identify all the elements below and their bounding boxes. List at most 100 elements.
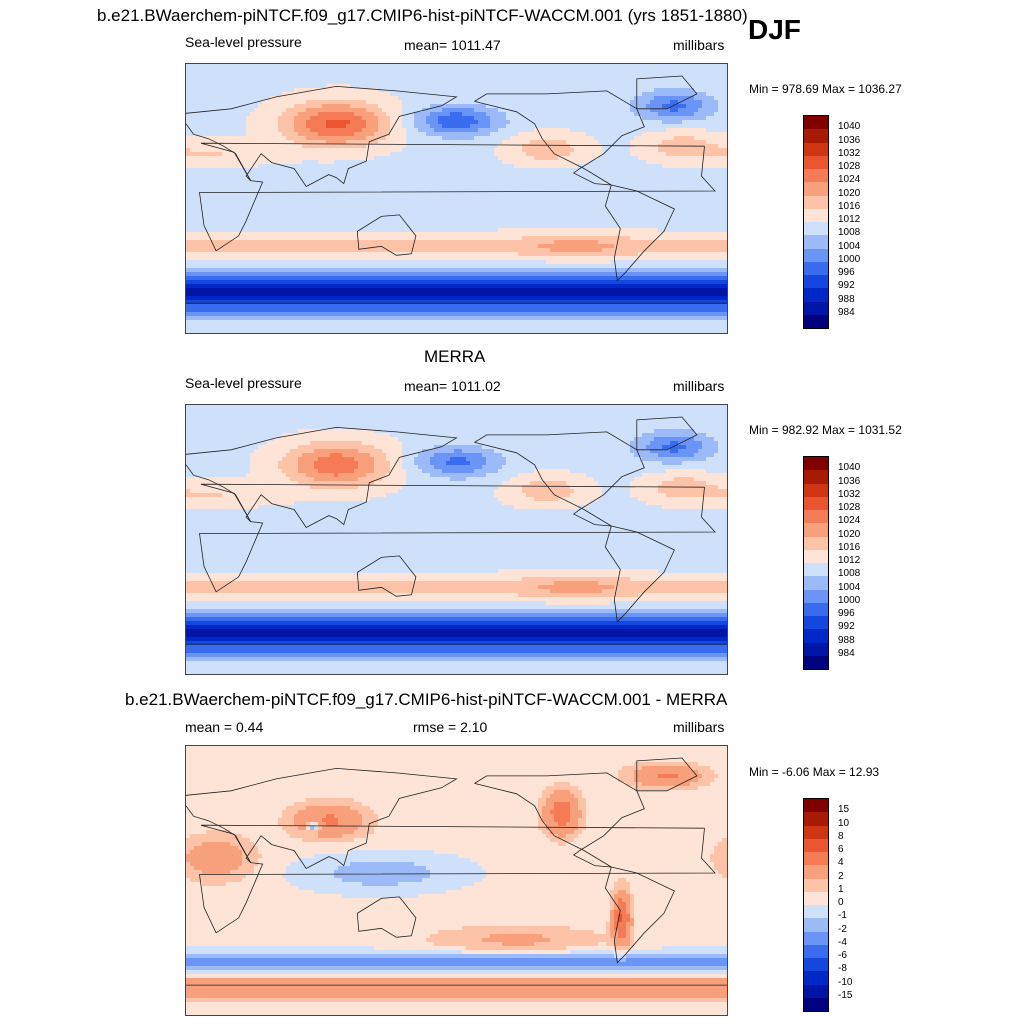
colorbar-swatch xyxy=(804,208,828,222)
colorbar-tick-label: -1 xyxy=(838,910,847,921)
colorbar-swatch xyxy=(804,602,828,616)
colorbar-tick-label: -10 xyxy=(838,977,852,988)
colorbar-tick-label: 1040 xyxy=(838,121,860,132)
colorbar-tick-label: -4 xyxy=(838,937,847,948)
colorbar-swatch xyxy=(804,496,828,510)
colorbar-tick-label: 6 xyxy=(838,844,844,855)
colorbar-swatch xyxy=(804,261,828,275)
colorbar-swatch xyxy=(804,838,828,852)
colorbar-swatch xyxy=(804,116,828,130)
colorbar-tick-label: 992 xyxy=(838,280,855,291)
colorbar-swatch xyxy=(804,222,828,236)
panel-1-minmax: Min = 978.69 Max = 1036.27 xyxy=(749,82,902,96)
colorbar-tick-label: 1036 xyxy=(838,135,860,146)
panel-2-units: millibars xyxy=(673,378,724,394)
colorbar-tick-label: 8 xyxy=(838,831,844,842)
colorbar-tick-label: 1008 xyxy=(838,568,860,579)
panel-2-variable: Sea-level pressure xyxy=(185,375,302,391)
colorbar-tick-label: 4 xyxy=(838,857,844,868)
colorbar-swatch xyxy=(804,129,828,143)
colorbar-swatch xyxy=(804,235,828,249)
colorbar-swatch xyxy=(804,563,828,577)
colorbar-swatch xyxy=(804,971,828,985)
colorbar-tick-label: 1036 xyxy=(838,476,860,487)
colorbar-swatch xyxy=(804,891,828,905)
colorbar-tick-label: 1012 xyxy=(838,555,860,566)
colorbar-tick-label: 1000 xyxy=(838,254,860,265)
panel-3-title: b.e21.BWaerchem-piNTCF.f09_g17.CMIP6-his… xyxy=(125,690,727,710)
colorbar-tick-label: 992 xyxy=(838,621,855,632)
colorbar-tick-label: 1016 xyxy=(838,542,860,553)
panel-1-map xyxy=(185,63,728,334)
panel-3-rmse: rmse = 2.10 xyxy=(413,719,487,735)
colorbar-swatch xyxy=(804,865,828,879)
colorbar-swatch xyxy=(804,169,828,183)
colorbar-tick-label: 1 xyxy=(838,884,844,895)
colorbar-swatch xyxy=(804,523,828,537)
colorbar-swatch xyxy=(804,918,828,932)
colorbar-tick-label: 984 xyxy=(838,648,855,659)
panel-2-minmax: Min = 982.92 Max = 1031.52 xyxy=(749,423,902,437)
panel-2-mean: mean= 1011.02 xyxy=(404,378,501,394)
panel-3-map xyxy=(185,745,728,1016)
colorbar-tick-label: 996 xyxy=(838,267,855,278)
colorbar-swatch xyxy=(804,997,828,1011)
colorbar-swatch xyxy=(804,825,828,839)
colorbar-swatch xyxy=(804,155,828,169)
colorbar-swatch xyxy=(804,629,828,643)
colorbar-tick-label: -15 xyxy=(838,990,852,1001)
colorbar-tick-label: 1028 xyxy=(838,502,860,513)
colorbar-swatch xyxy=(804,812,828,826)
colorbar-swatch xyxy=(804,642,828,656)
colorbar-tick-label: 1000 xyxy=(838,595,860,606)
colorbar-swatch xyxy=(804,510,828,524)
colorbar-tick-label: 1004 xyxy=(838,241,860,252)
colorbar-swatch xyxy=(804,142,828,156)
panel-3-mean: mean = 0.44 xyxy=(185,719,263,735)
colorbar-tick-label: 1020 xyxy=(838,188,860,199)
colorbar-tick-label: 996 xyxy=(838,608,855,619)
colorbar-tick-label: 1020 xyxy=(838,529,860,540)
colorbar-tick-label: 2 xyxy=(838,871,844,882)
panel-3-units: millibars xyxy=(673,719,724,735)
colorbar-swatch xyxy=(804,549,828,563)
panel-3-colorbar xyxy=(803,798,829,1012)
colorbar-swatch xyxy=(804,248,828,262)
colorbar-swatch xyxy=(804,931,828,945)
colorbar-tick-label: 1032 xyxy=(838,148,860,159)
colorbar-swatch xyxy=(804,470,828,484)
colorbar-tick-label: 1008 xyxy=(838,227,860,238)
colorbar-swatch xyxy=(804,944,828,958)
panel-2-map xyxy=(185,404,728,675)
colorbar-swatch xyxy=(804,616,828,630)
colorbar-tick-label: -6 xyxy=(838,950,847,961)
panel-1-colorbar xyxy=(803,115,829,329)
colorbar-swatch xyxy=(804,878,828,892)
colorbar-swatch xyxy=(804,314,828,328)
colorbar-tick-label: 10 xyxy=(838,818,849,829)
colorbar-swatch xyxy=(804,182,828,196)
colorbar-tick-label: 15 xyxy=(838,804,849,815)
colorbar-tick-label: 988 xyxy=(838,294,855,305)
colorbar-tick-label: 1012 xyxy=(838,214,860,225)
colorbar-swatch xyxy=(804,483,828,497)
colorbar-swatch xyxy=(804,984,828,998)
panel-1-variable: Sea-level pressure xyxy=(185,34,302,50)
season-label: DJF xyxy=(748,14,801,46)
colorbar-tick-label: 1024 xyxy=(838,174,860,185)
colorbar-tick-label: 1028 xyxy=(838,161,860,172)
colorbar-tick-label: 1032 xyxy=(838,489,860,500)
colorbar-swatch xyxy=(804,905,828,919)
colorbar-tick-label: -8 xyxy=(838,963,847,974)
colorbar-swatch xyxy=(804,576,828,590)
colorbar-swatch xyxy=(804,457,828,471)
panel-2-title: MERRA xyxy=(424,347,485,367)
panel-1-units: millibars xyxy=(673,37,724,53)
panel-2-colorbar xyxy=(803,456,829,670)
colorbar-tick-label: 1016 xyxy=(838,201,860,212)
colorbar-swatch xyxy=(804,852,828,866)
colorbar-tick-label: 1040 xyxy=(838,462,860,473)
colorbar-swatch xyxy=(804,536,828,550)
colorbar-tick-label: -2 xyxy=(838,924,847,935)
colorbar-tick-label: 988 xyxy=(838,635,855,646)
